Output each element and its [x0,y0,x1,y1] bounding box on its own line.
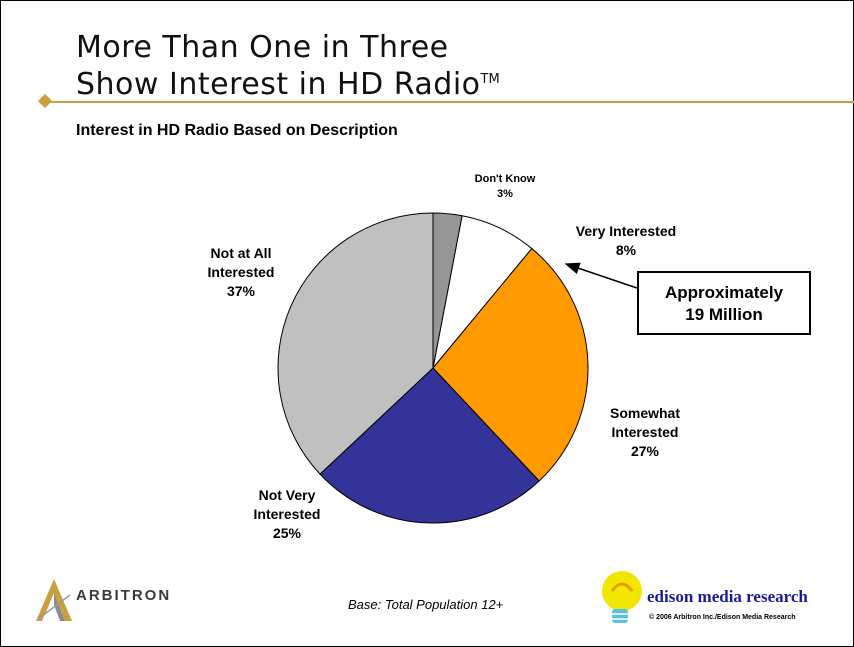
label-dont-know-name: Don't Know [474,173,536,185]
callout-line-1: Approximately [664,283,784,302]
arbitron-logo-icon [36,579,72,621]
title-line-1: More Than One in Three [76,30,449,65]
label-dont-know: Don't Know 3% [455,172,555,202]
label-very-interested-pct: 8% [615,242,637,258]
title-line-2-text: Show Interest in HD Radio [76,67,481,102]
lightbulb-logo-icon [602,571,642,623]
pie-slice-somewhat-interested [432,247,589,482]
callout-box: Approximately 19 Million [637,271,811,335]
label-very-interested: Very Interested 8% [556,222,696,260]
label-not-very-pct: 25% [272,525,302,541]
chart-subtitle: Interest in HD Radio Based on Descriptio… [76,122,398,139]
label-somewhat-pct: 27% [630,443,660,459]
label-somewhat-interested: Somewhat Interested 27% [590,404,700,461]
edison-logo-text: edison media research [647,587,808,606]
label-not-very-interested: Not Very Interested 25% [232,486,342,543]
copyright-text: © 2006 Arbitron Inc./Edison Media Resear… [649,614,796,621]
label-not-at-all-line1: Not at All [210,245,272,261]
label-not-at-all-line2: Interested [207,264,275,280]
title-underline [46,101,854,103]
label-somewhat-line2: Interested [611,424,679,440]
label-somewhat-line1: Somewhat [609,405,680,421]
callout-line-2: 19 Million [685,305,763,324]
trademark-mark: TM [480,72,500,87]
pie-slice-not-very-interested [319,367,540,524]
label-not-very-line1: Not Very [258,487,316,503]
pie-slice-dont-know [432,212,463,369]
arbitron-logo-text: ARBITRON [76,587,172,604]
base-note: Base: Total Population 12+ [348,597,504,612]
title-line-2: Show Interest in HD RadioTM [76,64,500,101]
label-not-at-all-interested: Not at All Interested 37% [186,244,296,301]
label-very-interested-name: Very Interested [575,223,677,239]
label-dont-know-pct: 3% [497,188,513,200]
label-not-very-line2: Interested [253,506,321,522]
label-not-at-all-pct: 37% [226,283,256,299]
slide-title: More Than One in Three Show Interest in … [76,32,500,101]
pie-slice-not-at-all-interested [277,212,434,475]
callout-arrow [564,262,638,289]
